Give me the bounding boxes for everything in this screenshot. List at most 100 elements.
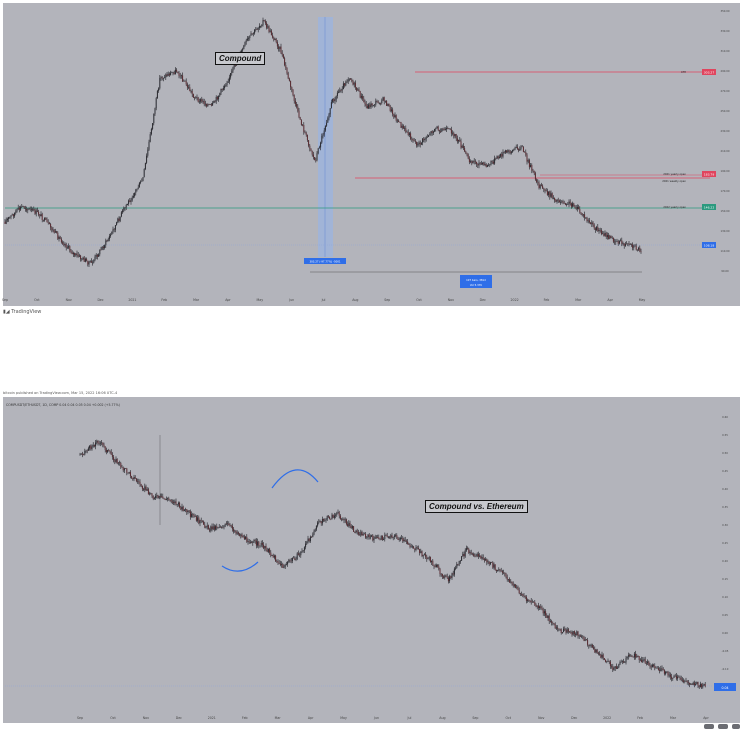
- compound-candle-body: [305, 132, 307, 135]
- compound-eth-candle-body: [84, 450, 86, 455]
- compound-candle-body: [225, 85, 227, 86]
- compound-eth-candle-body: [123, 468, 125, 471]
- compound-eth-candle-body: [698, 685, 700, 688]
- chart-button-3[interactable]: [732, 724, 740, 729]
- compound-eth-candle-body: [216, 526, 218, 529]
- compound-eth-candle-body: [240, 534, 242, 536]
- compound-eth-candle-body: [445, 575, 447, 577]
- compound-candle-body: [570, 203, 572, 207]
- compound-eth-candle-body: [695, 684, 697, 686]
- compound-candle-body: [340, 90, 342, 91]
- compound-candle-body: [624, 243, 626, 246]
- compound-eth-candle-body: [463, 553, 465, 557]
- compound-eth-candle-body: [492, 562, 494, 568]
- compound-eth-candle-body: [129, 471, 131, 477]
- compound-eth-candle-body: [671, 676, 673, 679]
- compound-eth-candle-body: [438, 566, 440, 569]
- compound-candle-body: [574, 206, 576, 208]
- compound-candle-body: [378, 102, 380, 104]
- compound-eth-candle-body: [386, 535, 388, 538]
- compound-eth-candle-body: [164, 498, 166, 501]
- compound-eth-candle-body: [91, 446, 93, 450]
- chart-button-1[interactable]: [704, 724, 714, 729]
- compound-candle-body: [126, 203, 128, 206]
- compound-eth-candle-body: [455, 567, 457, 569]
- compound-candle-body: [42, 219, 44, 221]
- compound-chart-panel[interactable]: [3, 3, 740, 306]
- compound-eth-candle-body: [197, 517, 199, 521]
- compound-eth-candle-body: [429, 557, 431, 563]
- compound-eth-candle-body: [600, 654, 602, 658]
- compound-candle-body: [376, 101, 378, 102]
- compound-candle-body: [314, 157, 316, 161]
- compound-candle-body: [335, 95, 337, 100]
- compound-candle-body: [539, 184, 541, 189]
- compound-eth-candle-body: [395, 535, 397, 536]
- compound-eth-candle-body: [609, 661, 611, 667]
- compound-eth-candle-body: [465, 548, 467, 551]
- compound-candle-body: [402, 125, 404, 129]
- compound-eth-candle-body: [157, 495, 159, 498]
- compound-eth-candle-body: [546, 615, 548, 618]
- compound-candle-body: [291, 87, 293, 90]
- compound-candle-body: [452, 132, 454, 134]
- compound-eth-candle-body: [500, 570, 502, 572]
- compound-candle-body: [26, 209, 28, 211]
- compound-candle-body: [32, 209, 34, 211]
- compound-eth-candle-body: [469, 552, 471, 554]
- compound-eth-candle-body: [648, 661, 650, 666]
- compound-x-tick: Dec: [480, 298, 486, 302]
- compound-candle-body: [92, 262, 94, 264]
- compound-eth-candle-body: [218, 526, 220, 528]
- compound-candle-body: [224, 85, 226, 89]
- compound-eth-candle-body: [507, 579, 509, 580]
- published-line: bitcoin published on TradingView.com, Ma…: [3, 391, 118, 395]
- compound-candle-body: [178, 73, 180, 76]
- compound-candle-body: [351, 79, 353, 81]
- compound-eth-candle-body: [495, 569, 497, 572]
- chart-button-2[interactable]: [718, 724, 728, 729]
- compound-candle-body: [371, 103, 373, 106]
- compound-candle-body: [580, 212, 582, 214]
- compound-candle-body: [494, 158, 496, 164]
- compound-candle-body: [71, 252, 73, 255]
- compound-eth-candle-body: [518, 590, 520, 594]
- compound-candle-body: [125, 205, 127, 208]
- compound-eth-candle-body: [126, 468, 128, 473]
- compound-eth-candle-body: [80, 453, 82, 455]
- compound-candle-body: [524, 151, 526, 153]
- compound-eth-candle-body: [512, 583, 514, 586]
- compound-candle-body: [410, 133, 412, 139]
- compound-candle-body: [377, 101, 379, 104]
- level-tag-0: 303.27: [704, 71, 715, 75]
- compound-eth-candle-body: [308, 538, 310, 542]
- compound-eth-candle-body: [203, 521, 205, 525]
- compound-candle-body: [34, 209, 36, 214]
- compound-eth-candle-body: [209, 529, 211, 531]
- compound-vs-eth-annotation: Compound vs. Ethereum: [425, 500, 528, 513]
- compound-candle-body: [374, 104, 376, 106]
- compound-eth-candle-body: [681, 679, 683, 681]
- compound-eth-candle-body: [189, 511, 191, 517]
- compound-eth-candle-body: [102, 442, 104, 445]
- compound-candle-body: [82, 257, 84, 260]
- compound-x-tick: Mar: [575, 298, 582, 302]
- compound-eth-candle-body: [297, 553, 299, 555]
- compound-eth-candle-body: [287, 562, 289, 565]
- compound-eth-candle-body: [312, 534, 314, 538]
- compound-candle-body: [440, 131, 442, 132]
- compound-candle-body: [83, 257, 85, 262]
- compound-eth-candle-body: [497, 570, 499, 572]
- compound-candle-body: [632, 244, 634, 248]
- compound-candle-body: [222, 88, 224, 90]
- compound-candle-body: [200, 99, 202, 102]
- compound-eth-candle-body: [612, 666, 614, 670]
- compound-eth-candle-body: [437, 565, 439, 567]
- compound-candle-body: [12, 214, 14, 217]
- compound-candle-body: [417, 143, 419, 146]
- compound-candle-body: [185, 81, 187, 85]
- compound-candle-body: [152, 123, 154, 129]
- compound-candle-body: [72, 252, 74, 255]
- compound-candle-body: [336, 92, 338, 96]
- compound-eth-candle-body: [667, 671, 669, 676]
